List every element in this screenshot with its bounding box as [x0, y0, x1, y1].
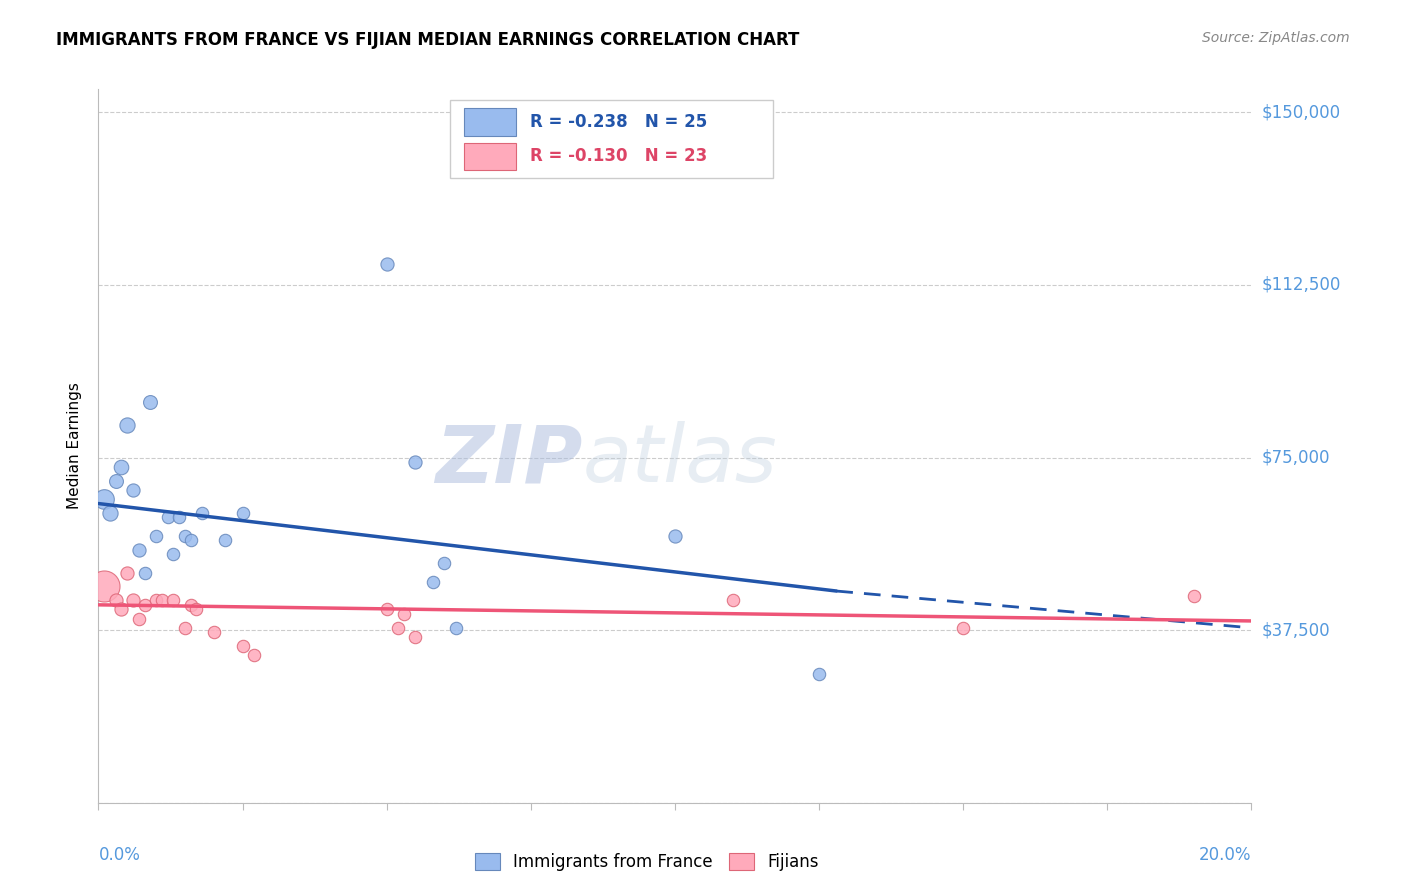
Point [93, 491, 115, 506]
Y-axis label: Median Earnings: Median Earnings [67, 383, 83, 509]
Text: 0.0%: 0.0% [98, 846, 141, 863]
FancyBboxPatch shape [450, 100, 773, 178]
Point [191, 506, 214, 520]
Point [433, 557, 456, 571]
Point [721, 593, 744, 607]
Text: $75,000: $75,000 [1261, 449, 1330, 467]
Point [134, 598, 156, 612]
Text: atlas: atlas [582, 421, 778, 500]
Point [952, 621, 974, 635]
Point [444, 621, 467, 635]
Point [156, 510, 179, 524]
Text: Source: ZipAtlas.com: Source: ZipAtlas.com [1202, 31, 1350, 45]
Point [180, 533, 202, 548]
Point [387, 621, 409, 635]
Point [392, 607, 415, 621]
Point [104, 474, 127, 488]
Text: 20.0%: 20.0% [1199, 846, 1251, 863]
Point [98, 506, 121, 520]
Text: R = -0.130   N = 23: R = -0.130 N = 23 [530, 147, 707, 165]
Point [186, 602, 208, 616]
Point [93, 579, 115, 593]
Point [134, 566, 156, 580]
Point [1182, 589, 1205, 603]
Point [664, 529, 686, 543]
Point [139, 395, 162, 409]
Point [180, 598, 202, 612]
Bar [464, 109, 516, 136]
Point [150, 593, 173, 607]
Point [243, 648, 266, 663]
Point [167, 510, 190, 524]
Text: $150,000: $150,000 [1261, 103, 1340, 121]
Point [375, 602, 398, 616]
Point [128, 612, 150, 626]
Point [117, 566, 138, 580]
Point [231, 640, 254, 654]
Point [110, 459, 132, 474]
Point [145, 593, 167, 607]
Point [104, 593, 127, 607]
Text: R = -0.238   N = 25: R = -0.238 N = 25 [530, 113, 707, 131]
Legend: Immigrants from France, Fijians: Immigrants from France, Fijians [467, 845, 827, 880]
Point [162, 547, 184, 561]
Point [375, 257, 398, 271]
Point [122, 593, 145, 607]
Point [231, 506, 254, 520]
Point [117, 418, 138, 433]
Text: ZIP: ZIP [436, 421, 582, 500]
Point [162, 593, 184, 607]
Point [174, 621, 197, 635]
Point [128, 542, 150, 557]
Point [110, 602, 132, 616]
Point [422, 574, 444, 589]
Point [145, 529, 167, 543]
Bar [464, 143, 516, 169]
Point [122, 483, 145, 497]
Text: IMMIGRANTS FROM FRANCE VS FIJIAN MEDIAN EARNINGS CORRELATION CHART: IMMIGRANTS FROM FRANCE VS FIJIAN MEDIAN … [56, 31, 800, 49]
Text: $112,500: $112,500 [1261, 276, 1340, 293]
Point [807, 666, 830, 681]
Point [405, 455, 427, 469]
Text: $37,500: $37,500 [1261, 621, 1330, 640]
Point [202, 625, 225, 640]
Point [174, 529, 197, 543]
Point [214, 533, 236, 548]
Point [405, 630, 427, 644]
